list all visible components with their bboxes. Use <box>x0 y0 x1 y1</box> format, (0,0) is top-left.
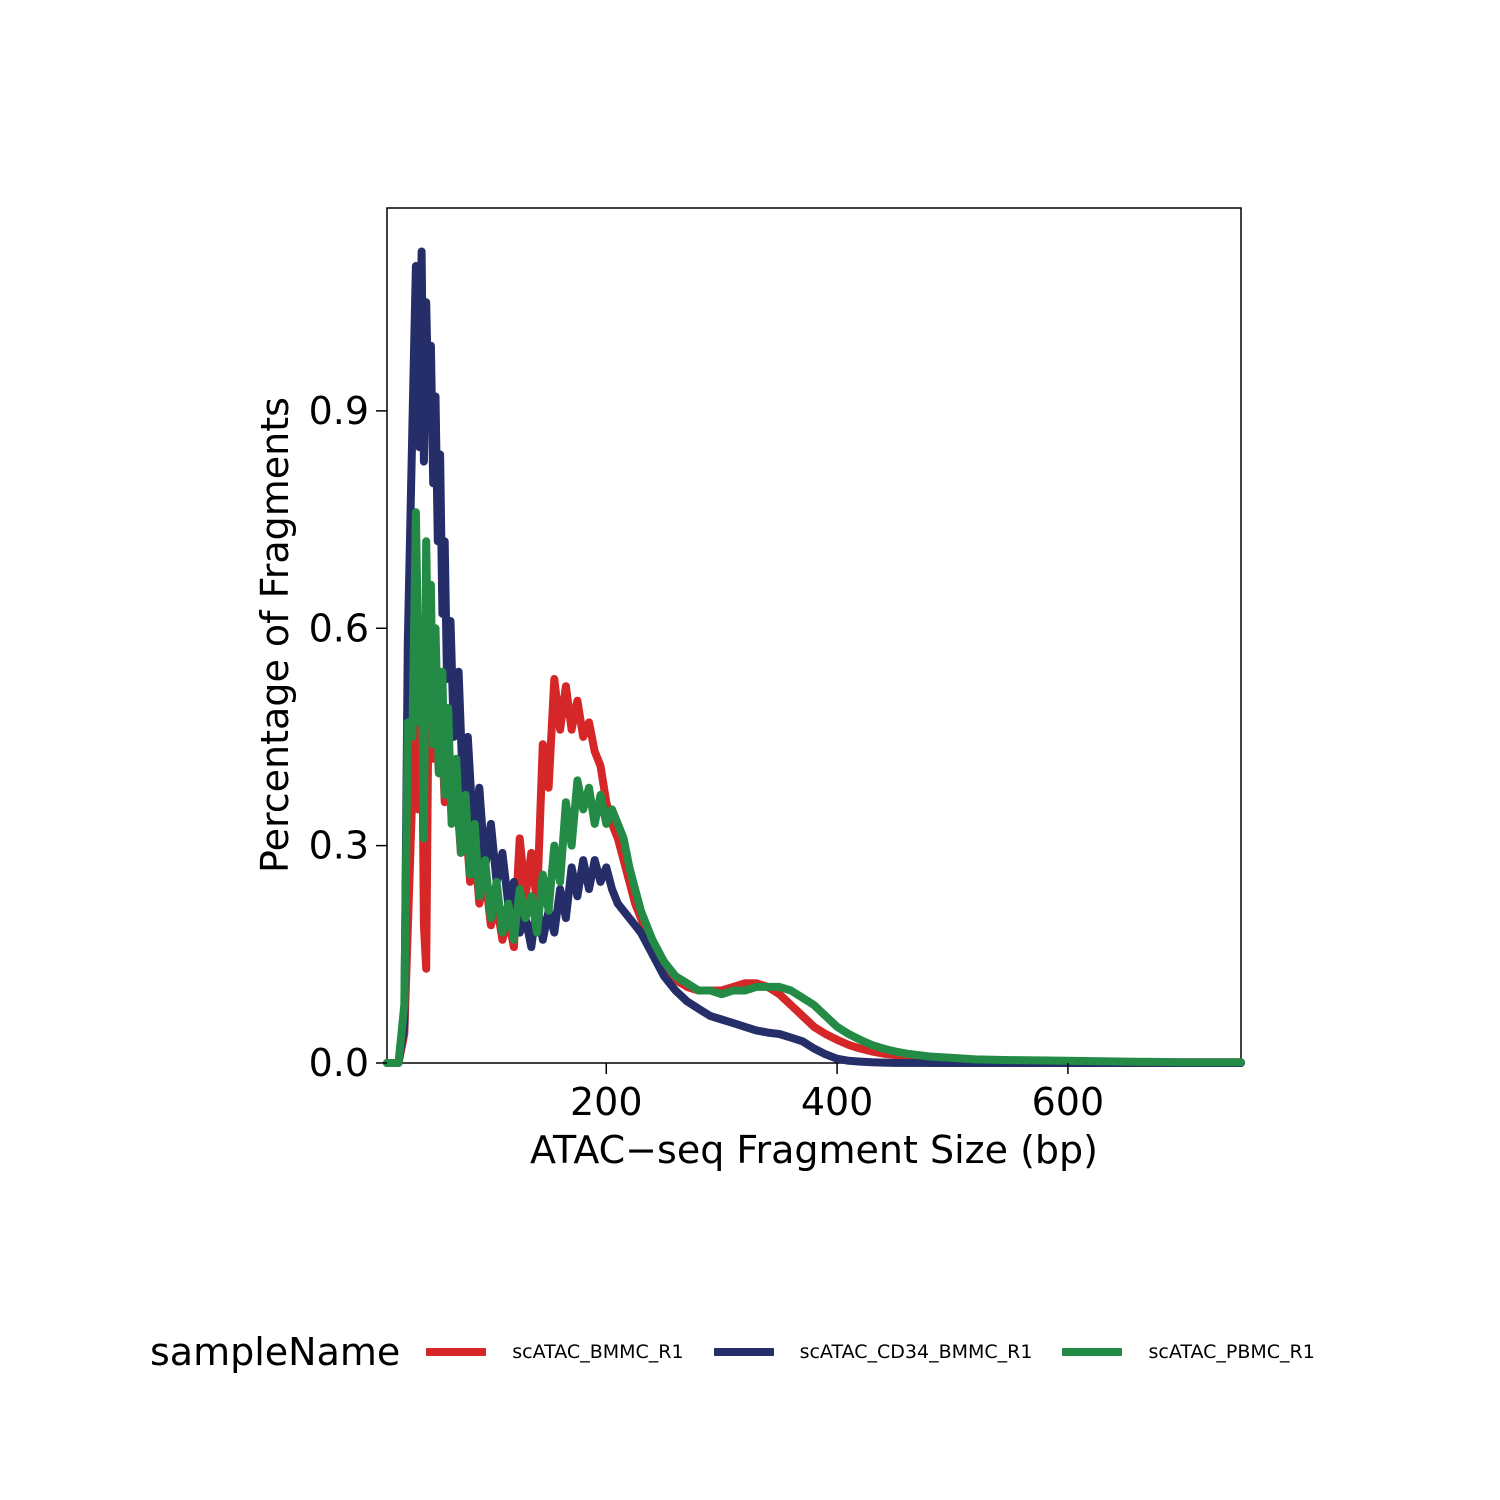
legend-title: sampleName <box>150 1330 401 1374</box>
y-tick-label-1: 0.3 <box>309 824 369 868</box>
legend-label-2: scATAC_PBMC_R1 <box>1148 1341 1315 1363</box>
series-line-1 <box>383 247 1245 1067</box>
x-axis-title: ATAC−seq Fragment Size (bp) <box>530 1128 1098 1172</box>
y-axis-title: Percentage of Fragments <box>253 397 297 873</box>
legend-item-0: scATAC_BMMC_R1 <box>426 1341 684 1363</box>
y-axis: 0.0 0.3 0.6 0.9 <box>309 389 387 1085</box>
series-layer <box>383 247 1245 1067</box>
legend-label-1: scATAC_CD34_BMMC_R1 <box>799 1341 1033 1363</box>
legend-swatch-2 <box>1062 1348 1123 1356</box>
y-tick-label-0: 0.0 <box>309 1041 369 1085</box>
y-tick-label-3: 0.9 <box>309 389 369 433</box>
x-tick-label-0: 200 <box>570 1080 643 1124</box>
x-tick-label-2: 600 <box>1032 1080 1105 1124</box>
x-tick-label-1: 400 <box>801 1080 874 1124</box>
plot-panel-border <box>386 207 1242 1064</box>
legend: sampleName scATAC_BMMC_R1 scATAC_CD34_BMM… <box>150 1325 1345 1379</box>
legend-swatch-0 <box>426 1348 487 1356</box>
legend-swatch-1 <box>713 1348 774 1356</box>
series-line-2 <box>383 508 1245 1067</box>
legend-item-1: scATAC_CD34_BMMC_R1 <box>713 1341 1033 1363</box>
legend-label-0: scATAC_BMMC_R1 <box>512 1341 684 1363</box>
y-tick-label-2: 0.6 <box>309 606 369 650</box>
legend-item-2: scATAC_PBMC_R1 <box>1062 1341 1315 1363</box>
x-axis: 200 400 600 <box>570 1063 1104 1124</box>
